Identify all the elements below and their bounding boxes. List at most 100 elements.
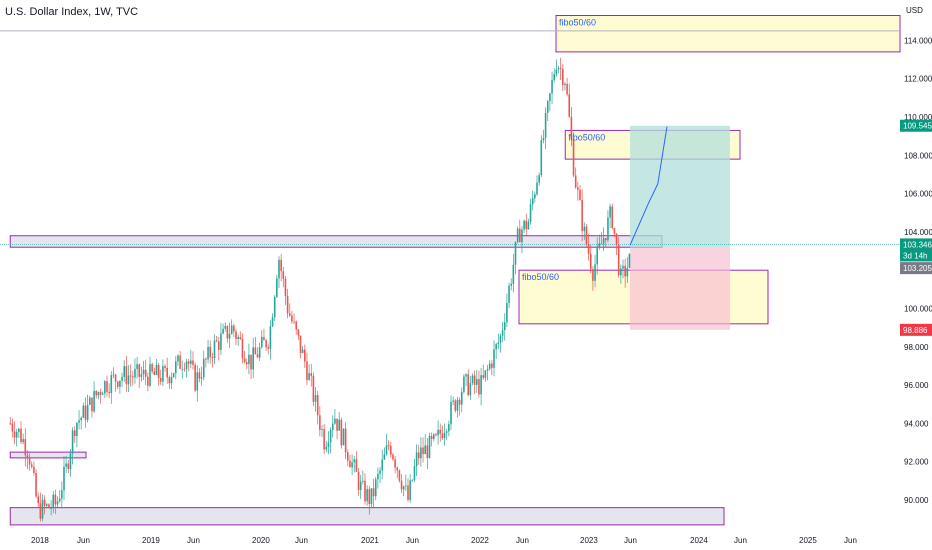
candle-body <box>323 429 325 450</box>
candle-body <box>30 464 33 467</box>
candle-body <box>116 381 119 387</box>
candles-layer <box>9 57 631 522</box>
candle-body <box>325 447 328 450</box>
candle-body <box>486 368 489 371</box>
candle-body <box>125 366 128 385</box>
candle-body <box>119 380 121 387</box>
profit-zone <box>630 125 730 248</box>
y-tick-label: 96.000 <box>904 381 929 390</box>
zone-box <box>9 235 663 248</box>
candle-body <box>179 355 181 369</box>
candle-body <box>430 435 433 439</box>
x-tick-label: 2020 <box>252 536 270 545</box>
candle-body <box>245 362 248 365</box>
candle-body <box>613 228 616 234</box>
candle-body <box>269 326 272 349</box>
candle-body <box>620 268 622 276</box>
candle-body <box>493 349 495 368</box>
candle-body <box>402 486 405 490</box>
candle-body <box>50 508 52 509</box>
candle-body <box>230 325 233 334</box>
last-price-badge: 103.346 <box>903 240 932 249</box>
candle-body <box>417 452 420 459</box>
price-badges: 109.545 103.346 3d 14h 103.205 98.886 <box>900 119 932 336</box>
candle-body <box>566 83 568 95</box>
candle-body <box>56 501 59 505</box>
candle-body <box>359 481 362 491</box>
candle-body <box>551 79 553 94</box>
candle-body <box>390 445 392 455</box>
candle-body <box>538 175 540 183</box>
zone-labels-layer: fibo50/60 fibo50/60 fibo50/60 <box>522 18 605 283</box>
x-tick-label: Jun <box>187 536 200 545</box>
candle-body <box>336 418 338 431</box>
candle-body <box>11 423 14 432</box>
candle-body <box>18 428 20 433</box>
candle-body <box>162 366 164 382</box>
candle-body <box>488 363 491 369</box>
x-tick-label: Jun <box>844 536 857 545</box>
candle-body <box>372 488 375 497</box>
candle-body <box>9 423 12 425</box>
x-axis[interactable]: 2018 Jun 2019 Jun 2020 Jun 2021 Jun 2022 Jun 2023 J… <box>31 536 857 545</box>
x-tick-label: 2021 <box>361 536 379 545</box>
symbol-title: U.S. Dollar Index, 1W, TVC <box>5 6 139 18</box>
candle-body <box>86 404 89 420</box>
candle-body <box>594 264 596 281</box>
candle-body <box>609 206 611 218</box>
candle-body <box>546 101 549 113</box>
candle-body <box>564 83 566 85</box>
y-tick-label: 94.000 <box>904 419 929 428</box>
candle-body <box>624 265 626 277</box>
candle-body <box>452 400 454 402</box>
y-axis[interactable]: 90.00092.00094.00096.00098.000100.000102… <box>904 36 932 505</box>
y-tick-label: 108.000 <box>904 151 932 160</box>
candle-body <box>420 447 422 459</box>
candle-body <box>93 390 95 412</box>
candle-body <box>577 187 579 190</box>
candle-body <box>469 383 472 396</box>
x-tick-label: 2024 <box>690 536 708 545</box>
candle-body <box>572 139 575 176</box>
projection-layer <box>629 126 668 246</box>
x-tick-label: Jun <box>516 536 529 545</box>
candle-body <box>301 349 304 354</box>
x-tick-label: 2019 <box>142 536 160 545</box>
candle-body <box>239 337 242 339</box>
candle-body <box>355 459 358 472</box>
candle-body <box>478 379 480 395</box>
candle-body <box>506 303 508 323</box>
candle-body <box>448 424 450 432</box>
candle-body <box>24 439 27 456</box>
candle-body <box>194 364 196 391</box>
x-tick-label: Jun <box>734 536 747 545</box>
countdown-badge-bg <box>900 249 932 262</box>
candle-body <box>381 459 383 471</box>
candle-body <box>121 376 123 381</box>
candle-body <box>258 347 261 358</box>
candle-body <box>101 393 104 395</box>
candle-body <box>41 499 44 519</box>
candle-body <box>54 494 57 505</box>
candle-body <box>396 467 399 471</box>
candle-body <box>426 445 429 458</box>
candle-body <box>22 439 24 443</box>
candle-body <box>501 330 504 336</box>
candle-body <box>482 375 485 378</box>
candle-body <box>549 93 551 102</box>
candle-body <box>340 419 343 446</box>
candle-body <box>587 244 590 254</box>
candle-body <box>134 368 136 378</box>
candle-body <box>37 496 39 504</box>
candle-body <box>104 381 106 394</box>
candle-body <box>78 420 80 423</box>
candle-body <box>52 494 55 509</box>
candle-body <box>250 354 252 370</box>
candle-body <box>514 241 517 265</box>
y-tick-label: 110.000 <box>904 113 932 122</box>
candle-body <box>218 341 220 350</box>
zone-label: fibo50/60 <box>522 272 559 282</box>
candle-body <box>460 392 463 405</box>
candle-body <box>544 112 547 139</box>
